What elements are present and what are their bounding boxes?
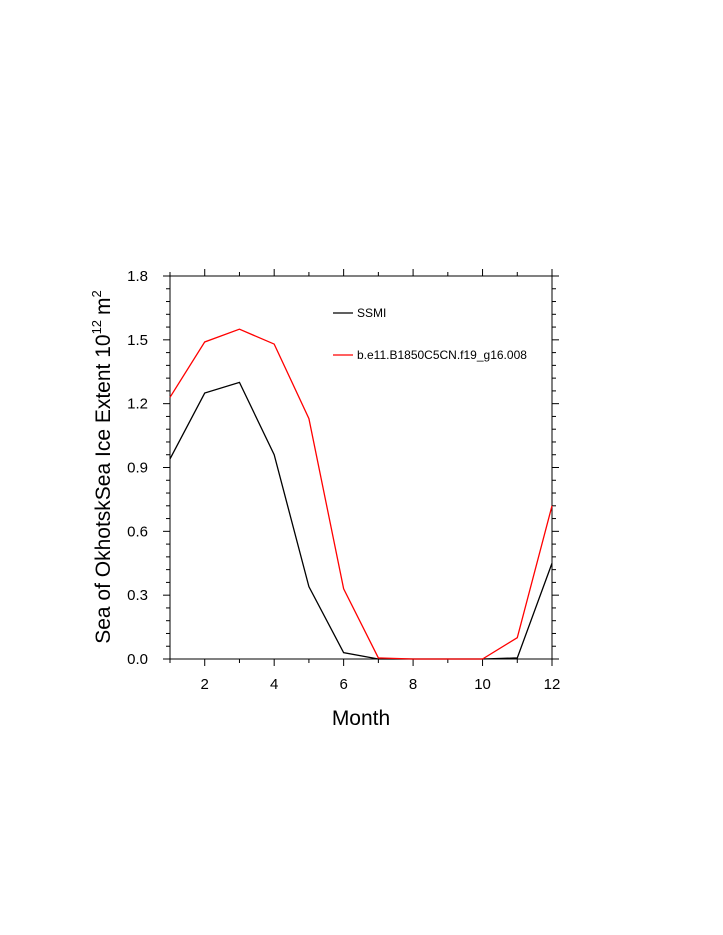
y-tick-label: 1.8 xyxy=(127,268,148,285)
series-line-model xyxy=(169,328,553,660)
x-tick-label: 6 xyxy=(339,676,347,693)
y-tick-label: 1.5 xyxy=(127,332,148,349)
series-lines xyxy=(169,328,553,660)
y-axis-title: Sea of OkhotskSea Ice Extent 1012 m2 xyxy=(89,290,115,644)
y-axis-title-unit-exponent: 2 xyxy=(89,290,104,297)
axis-tick-labels: 2 4 6 8 10 12 0.0 0.3 0.6 0.9 1.2 1.5 1.8 xyxy=(127,268,560,693)
legend: SSMI b.e11.B1850C5CN.f19_g16.008 xyxy=(333,306,527,362)
y-tick-label: 0.0 xyxy=(127,651,148,668)
x-tick-label: 8 xyxy=(409,676,417,693)
y-tick-label: 0.6 xyxy=(127,523,148,540)
series-line-ssmi xyxy=(169,381,553,660)
y-tick-label: 0.9 xyxy=(127,460,148,477)
y-tick-label: 0.3 xyxy=(127,587,148,604)
y-axis-title-exponent: 12 xyxy=(89,320,104,334)
y-axis-title-unit: m xyxy=(92,297,115,315)
x-tick-label: 2 xyxy=(201,676,209,693)
x-tick-label: 4 xyxy=(270,676,278,693)
legend-label-ssmi: SSMI xyxy=(357,306,386,320)
axis-ticks xyxy=(163,269,559,666)
x-tick-label: 12 xyxy=(544,676,561,693)
x-axis-title: Month xyxy=(332,707,390,730)
x-tick-label: 10 xyxy=(474,676,491,693)
y-tick-label: 1.2 xyxy=(127,396,148,413)
y-axis-title-main: Sea of OkhotskSea Ice Extent 10 xyxy=(92,334,115,643)
legend-label-model: b.e11.B1850C5CN.f19_g16.008 xyxy=(357,348,527,362)
